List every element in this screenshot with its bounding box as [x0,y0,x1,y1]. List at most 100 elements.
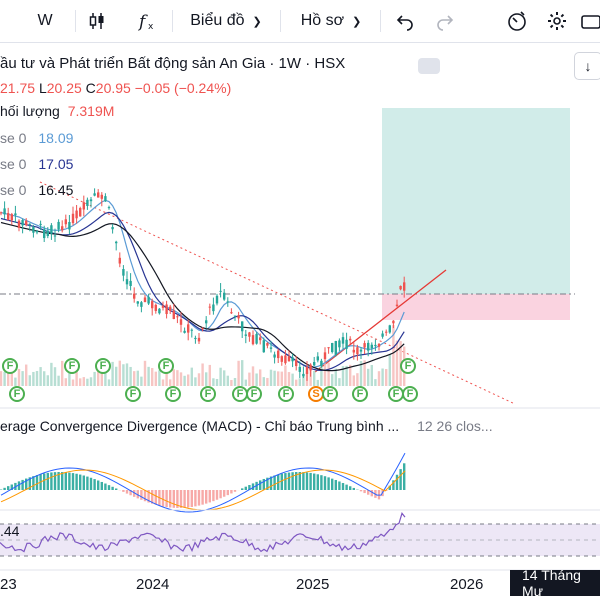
scroll-down-icon[interactable]: ↓ [574,52,600,80]
dividend-flag-icon[interactable]: F [352,386,368,402]
candle-body [378,344,380,347]
divider [172,10,173,32]
volume-bar [381,368,383,386]
candle-body [61,226,63,230]
macd-bar [180,490,182,508]
macd-bar [234,490,236,492]
volume-bar [155,372,157,386]
volume-bar [119,361,121,386]
volume-bar [338,378,340,386]
dividend-flag-icon[interactable]: F [400,358,416,374]
candle-body [320,361,322,366]
candle-body [356,347,358,354]
volume-bar [205,372,207,386]
volume-bar [291,374,293,386]
dividend-flag-icon[interactable]: F [246,386,262,402]
macd-bar [155,490,157,505]
dividend-flag-icon[interactable]: F [9,386,25,402]
macd-bar [227,490,229,495]
macd-bar [245,487,247,490]
candle-body [111,227,113,229]
volume-bar [3,372,5,386]
volume-bar [263,377,265,386]
dividend-flag-icon[interactable]: F [158,358,174,374]
candle-body [47,231,49,236]
candle-body [223,293,225,300]
dividend-flag-icon[interactable]: F [278,386,294,402]
profile-dropdown[interactable]: Hồ sơ ❯ [294,0,368,42]
volume-bar [14,378,16,386]
candle-body [335,341,337,355]
dividend-flag-icon[interactable]: F [2,358,18,374]
candle-body [165,304,167,314]
macd-bar [342,483,344,490]
volume-bar [32,372,34,386]
macd-bar [21,480,23,490]
candle-body [327,347,329,348]
candle-body [93,193,95,195]
ma-label: se 0 [0,156,26,172]
dividend-flag-icon[interactable]: F [322,386,338,402]
volume-bar [209,365,211,386]
macd-bar [241,488,243,490]
volume-bar [378,371,380,386]
settings-gear-icon[interactable] [544,0,570,42]
macd-bar [219,490,221,498]
candle-body [108,207,110,208]
candle-body [119,258,121,264]
volume-bar [151,368,153,386]
candle-body [403,282,405,290]
time-label: 2025 [296,576,329,593]
candle-body [144,297,146,302]
dividend-flag-icon[interactable]: F [402,386,418,402]
candle-body [284,355,286,363]
macd-bar [65,472,67,490]
macd-bar [83,476,85,490]
volume-bar [0,371,2,386]
candle-body [151,301,153,308]
volume-bar [396,341,398,386]
candle-body [230,312,232,313]
candle-body [349,339,351,341]
alert-clock-icon[interactable] [504,0,530,42]
candle-body [212,304,214,311]
macd-bar [209,490,211,502]
macd-bar [183,490,185,508]
macd-bar [90,478,92,490]
dividend-flag-icon[interactable]: F [95,358,111,374]
candle-body [216,296,218,304]
candle-body [299,367,301,372]
macd-bar [140,490,142,500]
undo-icon[interactable] [392,0,418,42]
candle-body [180,319,182,325]
dividend-flag-icon[interactable]: F [64,358,80,374]
dividend-flag-icon[interactable]: F [200,386,216,402]
volume-bar [266,378,268,386]
macd-bar [97,480,99,490]
price-chart[interactable] [0,42,600,602]
candles-icon[interactable] [84,0,110,42]
interval-button[interactable]: W [30,0,60,42]
macd-bar [47,473,49,490]
camera-icon[interactable] [580,0,600,42]
profile-label: Hồ sơ [301,12,344,30]
volume-bar [180,372,182,386]
redo-icon[interactable] [432,0,458,42]
macd-bar [72,473,74,490]
dividend-flag-icon[interactable]: F [165,386,181,402]
candles [0,188,405,381]
dividend-flag-icon[interactable]: F [125,386,141,402]
macd-bar [104,484,106,490]
macd-bar [223,490,225,497]
volume-bar [335,369,337,386]
volume-bar [234,378,236,386]
ma-line [1,212,404,370]
macd-bar [309,473,311,490]
candle-body [374,345,376,346]
volume-bar [137,371,139,386]
chart-type-dropdown[interactable]: Biểu đồ ❯ [186,0,266,42]
candle-body [399,286,401,289]
candle-body [97,192,99,197]
collapse-legend-button[interactable] [418,58,440,74]
